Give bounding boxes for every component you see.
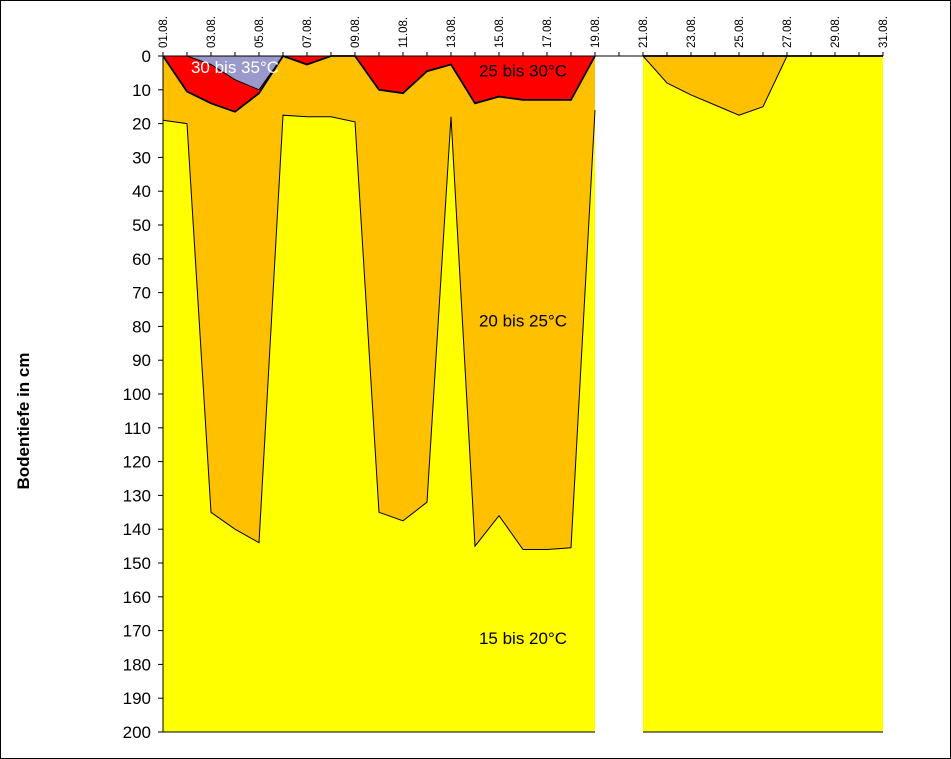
x-tick-label-13: 27.08. <box>782 16 794 48</box>
y-tick-label-6: 60 <box>132 250 151 269</box>
x-tick-label-2: 05.08. <box>254 16 266 48</box>
y-ticks: 0 10 20 30 40 50 60 70 80 90 100 110 120 130 140 150 160… <box>123 47 163 742</box>
area-band-2-segment-1 <box>643 56 883 116</box>
y-tick-label-13: 130 <box>123 486 151 505</box>
y-tick-label-11: 110 <box>124 419 151 438</box>
area-band-0-segment-0 <box>163 56 883 90</box>
y-tick-label-18: 180 <box>123 655 151 674</box>
y-tick-label-5: 50 <box>132 216 151 235</box>
y-tick-label-16: 160 <box>123 588 151 607</box>
x-tick-label-7: 15.08. <box>494 16 506 48</box>
x-tick-label-4: 09.08. <box>350 16 362 48</box>
band-label-3: 15 bis 20°C <box>479 629 567 648</box>
areas <box>163 56 883 732</box>
y-tick-label-14: 140 <box>123 520 151 539</box>
x-tick-label-15: 31.08. <box>878 16 890 48</box>
band-label-1: 25 bis 30°C <box>479 61 567 80</box>
x-tick-label-10: 21.08. <box>638 16 650 48</box>
y-tick-label-4: 40 <box>132 182 151 201</box>
y-tick-label-8: 80 <box>132 317 151 336</box>
x-tick-label-0: 01.08. <box>158 16 170 48</box>
y-tick-label-2: 20 <box>132 115 151 134</box>
x-tick-label-9: 19.08. <box>590 16 602 48</box>
y-tick-label-17: 170 <box>123 622 151 641</box>
boundary-line-2-segment-0 <box>162 110 596 550</box>
x-ticks: 01.08. 03.08. 05.08. 07.08. 09.08. 11.08. 13.0… <box>158 16 890 56</box>
y-tick-label-10: 100 <box>123 385 151 404</box>
y-tick-label-9: 90 <box>132 351 151 370</box>
y-tick-label-19: 190 <box>123 689 151 708</box>
y-tick-label-3: 30 <box>132 148 151 167</box>
y-tick-label-7: 70 <box>132 284 151 303</box>
boundary-line-1-segment-0 <box>162 54 596 113</box>
x-tick-label-5: 11.08. <box>398 17 410 48</box>
y-tick-label-0: 0 <box>142 47 151 66</box>
x-tick-label-14: 29.08. <box>830 16 842 48</box>
x-tick-label-12: 25.08. <box>734 16 746 48</box>
x-tick-label-3: 07.08. <box>302 16 314 48</box>
y-tick-label-1: 10 <box>132 81 151 100</box>
y-tick-label-15: 150 <box>123 554 151 573</box>
x-tick-label-1: 03.08. <box>206 16 218 48</box>
x-tick-label-6: 13.08. <box>446 16 458 48</box>
y-axis-label: Bodentiefe in cm <box>14 353 33 490</box>
y-tick-label-20: 200 <box>123 723 151 742</box>
band-label-2: 20 bis 25°C <box>479 311 567 330</box>
x-tick-label-8: 17.08. <box>542 16 554 48</box>
area-band-3-segment-1 <box>643 56 883 732</box>
y-tick-label-12: 120 <box>123 453 151 472</box>
x-tick-label-11: 23.08. <box>686 16 698 48</box>
band-label-0: 30 bis 35°C <box>191 58 279 77</box>
band-labels: 30 bis 35°C 25 bis 30°C 20 bis 25°C 15 bis … <box>191 58 567 648</box>
area-band-2-segment-0 <box>163 56 595 550</box>
